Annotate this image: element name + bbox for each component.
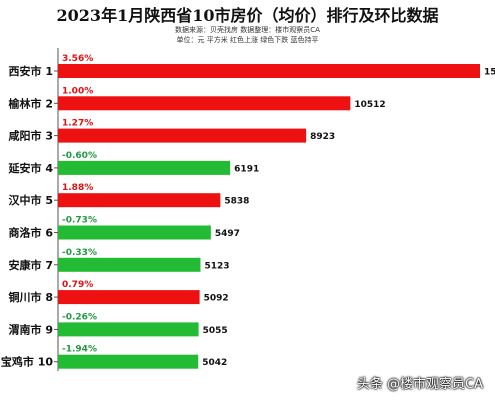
bar <box>58 322 199 337</box>
value-label: 8923 <box>310 132 335 142</box>
chart-title: 2023年1月陕西省10市房价（均价）排行及环比数据 <box>56 6 439 25</box>
change-label: -0.73% <box>62 216 97 226</box>
value-label: 5042 <box>202 358 227 368</box>
change-label: -1.94% <box>62 345 97 355</box>
category-label: 汉中市 5 <box>9 193 53 207</box>
bar <box>58 128 307 143</box>
category-label: 咸阳市 3 <box>9 129 53 143</box>
bar <box>58 64 480 78</box>
category-label: 渭南市 9 <box>9 322 53 336</box>
value-label: 10512 <box>354 100 385 110</box>
change-label: 1.00% <box>62 86 93 96</box>
change-label: 1.27% <box>62 119 93 129</box>
change-label: -0.60% <box>62 151 97 161</box>
category-label: 铜川市 8 <box>8 290 53 304</box>
value-label: 5092 <box>204 294 229 304</box>
bar <box>58 290 200 305</box>
value-label: 5497 <box>215 229 240 239</box>
value-label: 5055 <box>203 326 228 336</box>
bar <box>58 96 351 111</box>
change-label: 0.79% <box>62 280 93 290</box>
unit-legend-note: 单位：元 平方米 红色上涨 绿色下跌 蓝色持平 <box>176 36 319 44</box>
category-label: 西安市 1 <box>9 64 53 78</box>
category-label: 商洛市 6 <box>9 226 54 240</box>
value-label: 6191 <box>234 164 259 174</box>
change-label: 1.88% <box>62 183 93 193</box>
value-label: 5838 <box>224 197 249 207</box>
bar <box>58 160 231 175</box>
bar <box>58 354 199 369</box>
category-label: 宝鸡市 10 <box>1 355 53 369</box>
value-label: 15174 <box>484 68 495 78</box>
bar <box>58 193 221 208</box>
change-label: -0.33% <box>62 248 97 258</box>
bar <box>58 257 201 272</box>
change-label: -0.26% <box>62 312 97 322</box>
category-label: 延安市 4 <box>8 161 54 175</box>
watermark: 头条 @楼市观察员CA <box>356 377 483 392</box>
value-label: 5123 <box>204 261 229 271</box>
data-source-note: 数据来源：贝壳找房 数据整理：楼市观察员CA <box>175 26 320 34</box>
change-label: 3.56% <box>62 54 93 64</box>
category-label: 榆林市 2 <box>9 96 53 110</box>
category-label: 安康市 7 <box>9 258 53 272</box>
bar <box>58 225 211 240</box>
